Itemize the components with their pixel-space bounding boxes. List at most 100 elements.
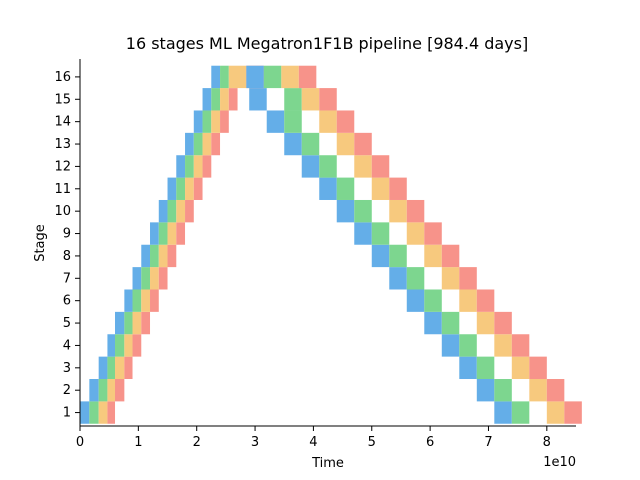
stage-1-forward-4 <box>107 401 116 424</box>
stage-9-forward-2 <box>158 222 168 245</box>
y-tick-label-14: 14 <box>54 115 71 130</box>
x-tick-label-6: 6 <box>426 435 434 450</box>
stage-16-backward-3 <box>281 65 299 89</box>
stage-13-forward-4 <box>211 132 221 156</box>
stage-7-backward-4 <box>459 267 477 290</box>
stage-5-forward-4 <box>141 311 151 335</box>
stage-12-forward-2 <box>185 155 194 178</box>
stage-14-backward-1 <box>266 110 285 133</box>
stage-6-backward-4 <box>476 289 495 312</box>
stage-15-forward-1 <box>202 88 212 111</box>
stage-12-backward-2 <box>319 155 337 178</box>
y-tick-label-8: 8 <box>63 249 71 264</box>
stage-11-forward-2 <box>176 177 186 200</box>
stage-12-backward-3 <box>354 155 372 178</box>
stage-10-backward-1 <box>336 199 355 223</box>
stage-10-forward-2 <box>167 199 177 223</box>
stage-6-backward-1 <box>406 289 425 312</box>
x-tick-label-0: 0 <box>76 435 84 450</box>
stage-7-forward-2 <box>141 267 151 290</box>
stage-14-backward-2 <box>284 110 302 133</box>
stage-4-backward-1 <box>441 334 460 357</box>
stage-4-backward-2 <box>459 334 477 357</box>
stage-16-forward-3 <box>228 65 247 89</box>
stage-13-backward-3 <box>336 132 355 156</box>
stage-9-backward-4 <box>424 222 442 245</box>
stage-11-forward-3 <box>185 177 194 200</box>
stage-14-forward-3 <box>211 110 221 133</box>
stage-1-backward-1 <box>494 401 512 424</box>
stage-5-backward-2 <box>441 311 460 335</box>
stage-4-backward-4 <box>511 334 530 357</box>
stage-14-forward-4 <box>220 110 229 133</box>
stage-3-backward-3 <box>511 356 530 380</box>
stage-11-backward-3 <box>371 177 390 200</box>
y-tick-label-3: 3 <box>63 361 71 376</box>
stage-16-forward-1 <box>211 65 221 89</box>
y-tick-label-4: 4 <box>63 338 71 353</box>
stage-4-forward-4 <box>132 334 142 357</box>
stage-1-backward-3 <box>546 401 565 424</box>
stage-14-backward-3 <box>319 110 337 133</box>
stage-7-forward-3 <box>150 267 159 290</box>
x-tick-label-8: 8 <box>543 435 551 450</box>
stage-6-forward-4 <box>150 289 159 312</box>
stage-8-forward-1 <box>141 244 151 268</box>
stage-7-backward-1 <box>389 267 407 290</box>
x-tick-label-3: 3 <box>251 435 259 450</box>
stage-5-backward-4 <box>494 311 512 335</box>
stage-10-forward-3 <box>176 199 186 223</box>
x-ticks: 0 1 2 3 4 5 6 7 8 <box>76 426 551 450</box>
stage-9-backward-1 <box>354 222 372 245</box>
stage-16-backward-1 <box>246 65 264 89</box>
stage-14-backward-4 <box>336 110 355 133</box>
y-tick-label-1: 1 <box>63 406 71 421</box>
stage-1-forward-2 <box>89 401 99 424</box>
stage-6-forward-3 <box>141 289 151 312</box>
stage-16-backward-2 <box>263 65 282 89</box>
stage-9-backward-3 <box>406 222 425 245</box>
stage-8-forward-2 <box>150 244 159 268</box>
stage-9-backward-2 <box>371 222 390 245</box>
stage-2-forward-3 <box>107 379 116 402</box>
y-tick-label-11: 11 <box>54 182 71 197</box>
y-axis-label: Stage <box>33 224 48 262</box>
stage-15-backward-2 <box>284 88 302 111</box>
x-tick-label-4: 4 <box>309 435 317 450</box>
stage-11-backward-4 <box>389 177 407 200</box>
chart-title: 16 stages ML Megatron1F1B pipeline [984.… <box>126 34 528 53</box>
stage-15-forward-2 <box>211 88 221 111</box>
stage-8-backward-2 <box>389 244 407 268</box>
y-tick-label-13: 13 <box>54 137 71 152</box>
x-tick-label-1: 1 <box>134 435 142 450</box>
stage-15-forward-4 <box>228 88 238 111</box>
stage-9-forward-1 <box>150 222 159 245</box>
stage-4-forward-2 <box>115 334 125 357</box>
stage-13-forward-3 <box>202 132 212 156</box>
stage-8-backward-4 <box>441 244 460 268</box>
stage-3-backward-2 <box>476 356 495 380</box>
stage-1-forward-1 <box>80 401 90 424</box>
x-tick-label-5: 5 <box>368 435 376 450</box>
stage-3-backward-1 <box>459 356 477 380</box>
stage-9-forward-3 <box>167 222 177 245</box>
stage-6-forward-1 <box>124 289 133 312</box>
stage-12-backward-1 <box>301 155 320 178</box>
stage-13-backward-4 <box>354 132 372 156</box>
stage-9-forward-4 <box>176 222 186 245</box>
stage-3-forward-1 <box>98 356 108 380</box>
stage-3-forward-2 <box>107 356 116 380</box>
stage-6-forward-2 <box>132 289 142 312</box>
stage-12-backward-4 <box>371 155 390 178</box>
stage-1-backward-4 <box>564 401 582 424</box>
stage-11-forward-4 <box>193 177 203 200</box>
x-tick-label-2: 2 <box>193 435 201 450</box>
stage-15-forward-3 <box>220 88 229 111</box>
stage-3-forward-4 <box>124 356 133 380</box>
stage-7-backward-3 <box>441 267 460 290</box>
stage-11-forward-1 <box>167 177 177 200</box>
stage-6-backward-3 <box>459 289 477 312</box>
y-tick-label-5: 5 <box>63 316 71 331</box>
